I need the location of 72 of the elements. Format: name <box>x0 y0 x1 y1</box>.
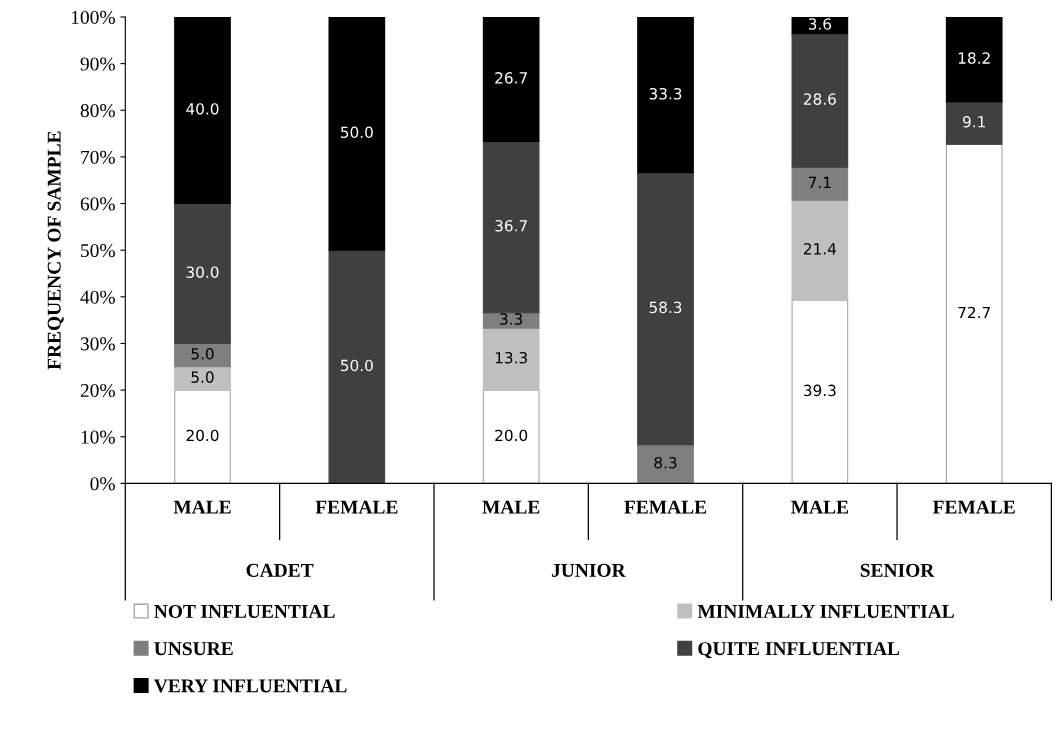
bar <box>945 101 1003 145</box>
bar <box>174 389 231 484</box>
bar <box>482 327 540 391</box>
data-label: 20.0 <box>186 429 219 442</box>
data-label: 50.0 <box>341 126 373 139</box>
data-label: 39.3 <box>804 384 836 397</box>
bar <box>174 366 231 391</box>
legend-label: QUITE INFLUENTIAL <box>698 642 900 659</box>
bar <box>791 199 849 301</box>
data-label: 7.1 <box>808 176 831 188</box>
bar <box>174 342 231 368</box>
bar <box>328 249 386 484</box>
data-label: 28.6 <box>803 93 836 105</box>
bar <box>482 140 540 314</box>
x-tick-label: FEMALE <box>932 500 1015 514</box>
text: SENIOR <box>860 563 935 577</box>
text: JUNIOR <box>551 563 626 577</box>
text: CADET <box>246 563 314 577</box>
data-label: 21.4 <box>803 243 837 255</box>
data-label: 33.3 <box>649 87 682 100</box>
data-label: 26.7 <box>495 72 527 84</box>
y-tick-label: 0% <box>90 477 115 491</box>
y-tick-label: 70% <box>81 150 115 164</box>
data-label: 3.3 <box>500 313 523 325</box>
x-tick-label: FEMALE <box>624 500 707 514</box>
bar <box>174 16 231 205</box>
y-axis-title: FREQUENCY OF SAMPLE <box>47 131 64 370</box>
bar <box>945 143 1003 484</box>
data-label: 36.7 <box>495 219 527 232</box>
bar <box>637 172 694 446</box>
legend-label: VERY INFLUENTIAL <box>153 679 347 693</box>
bar <box>945 16 1003 103</box>
bar <box>328 16 386 251</box>
data-label: 50.0 <box>341 359 373 372</box>
bar <box>791 299 849 484</box>
y-tick-label: 50% <box>81 244 115 258</box>
data-label: 5.0 <box>191 371 214 383</box>
bar <box>791 16 849 35</box>
x-tick-label: FEMALE <box>315 500 398 514</box>
legend-label: UNSURE <box>154 642 233 656</box>
bar <box>174 202 231 345</box>
bar <box>791 166 849 201</box>
x-tick-label: MALE <box>482 500 540 514</box>
y-tick-label: 100% <box>71 10 115 24</box>
y-tick-label: 40% <box>80 290 115 304</box>
data-label: 3.6 <box>808 18 832 30</box>
bar <box>791 33 849 168</box>
x-tick-label: MALE <box>173 500 231 514</box>
y-tick-label: 10% <box>81 430 115 444</box>
legend-label: NOT INFLUENTIAL <box>154 604 335 619</box>
bar <box>637 444 694 484</box>
bar <box>637 16 694 174</box>
data-label: 13.3 <box>495 351 527 364</box>
y-tick-label: 30% <box>80 337 115 351</box>
data-label: 9.1 <box>963 115 985 128</box>
data-label: 18.2 <box>958 52 990 64</box>
y-tick-label: 60% <box>80 197 115 211</box>
data-label: 20.0 <box>495 429 528 442</box>
x-tick-label: MALE <box>791 500 849 514</box>
data-label: 72.7 <box>958 306 990 319</box>
bar <box>482 16 540 143</box>
bar <box>482 389 540 484</box>
data-label: 30.0 <box>186 266 219 278</box>
bar <box>482 312 540 329</box>
data-label: 5.0 <box>191 348 214 360</box>
y-tick-label: 90% <box>80 57 115 71</box>
data-label: 8.3 <box>654 456 677 469</box>
y-tick-label: 20% <box>80 383 115 398</box>
data-label: 58.3 <box>649 301 682 314</box>
y-tick-label: 80% <box>80 104 115 118</box>
data-label: 40.0 <box>186 103 219 115</box>
legend-label: MINIMALLY INFLUENTIAL <box>697 604 954 618</box>
